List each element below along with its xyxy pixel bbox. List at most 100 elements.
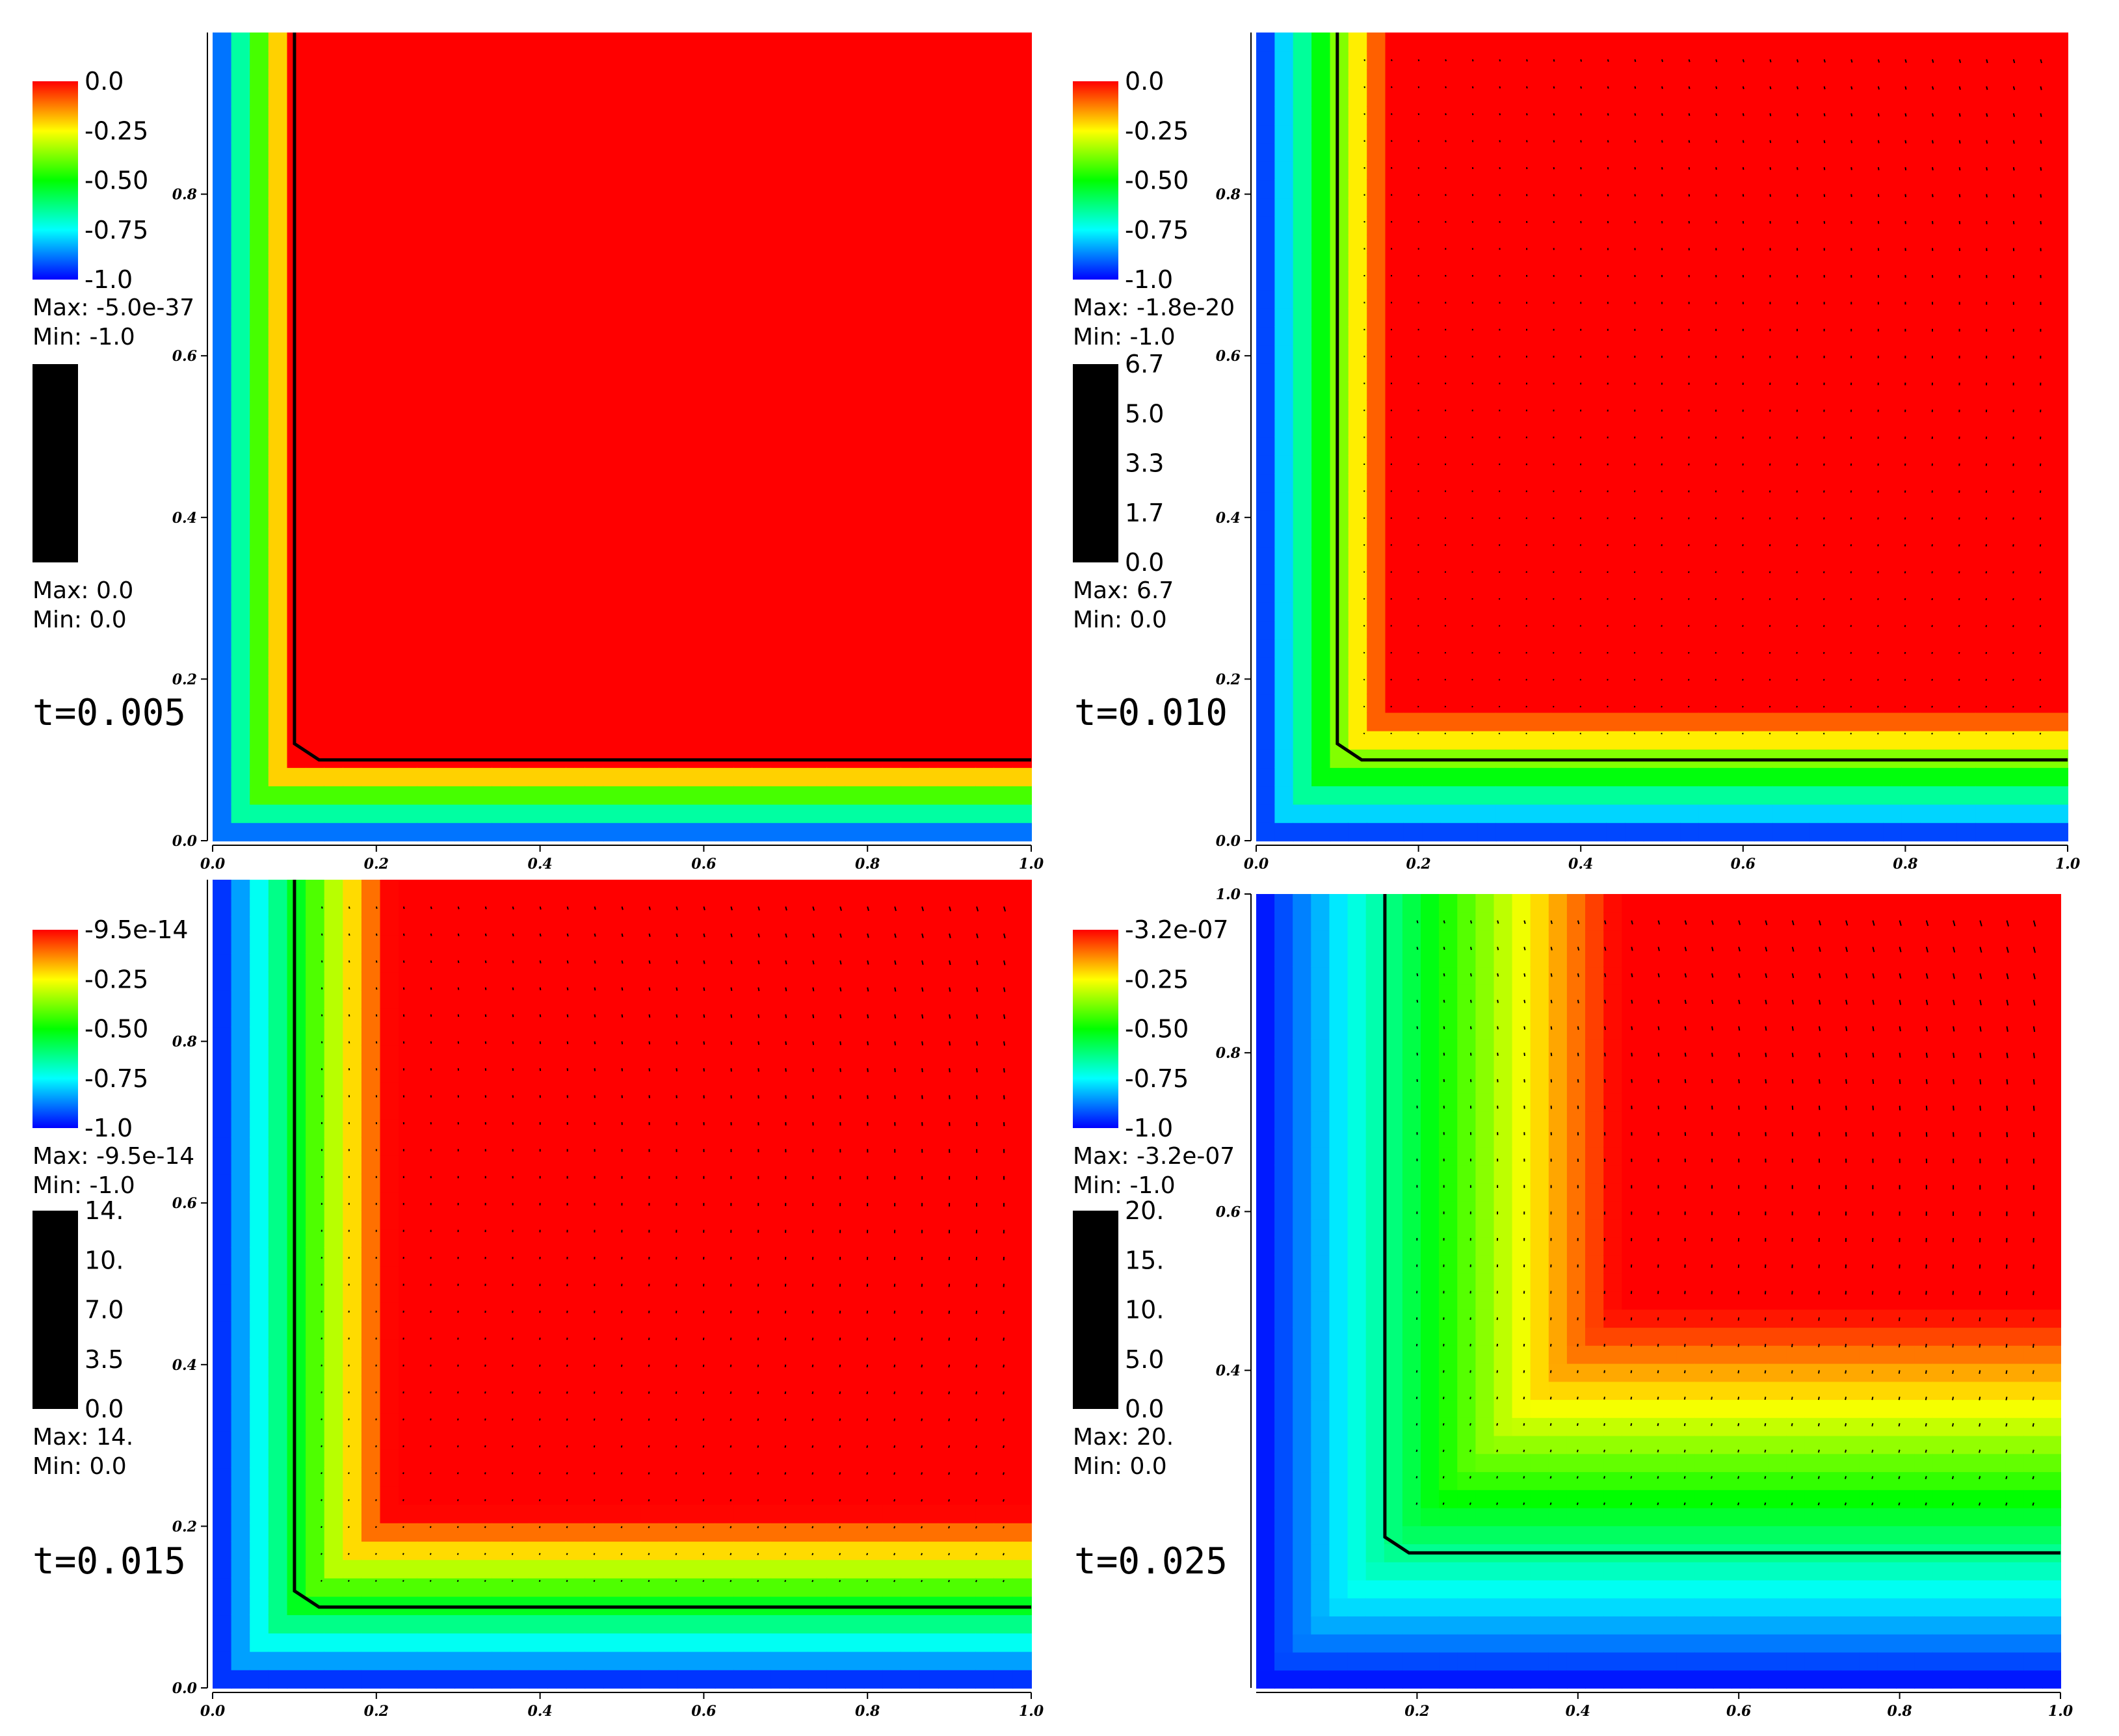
vector-tick-label: 5.0 [1125, 399, 1164, 428]
velocity-arrows [320, 906, 1007, 1583]
colorbar-tick-label: -0.75 [1125, 216, 1189, 244]
x-tick-label: 0.8 [855, 1703, 880, 1720]
scalar-max-label: Max: -5.0e-37 [33, 295, 194, 321]
time-label: t=0.010 [1074, 692, 1228, 734]
y-tick-label: 0.8 [1216, 187, 1241, 204]
interface-contour [293, 33, 1031, 762]
x-tick-label: 0.2 [364, 1703, 389, 1720]
vector-tick-label: 1.7 [1125, 499, 1164, 527]
x-tick-label: 0.0 [1244, 856, 1269, 873]
scalar-min-label: Min: -1.0 [33, 324, 135, 350]
colorbar-tick-label: 0.0 [1125, 67, 1164, 96]
x-tick-label: 0.6 [1731, 856, 1756, 873]
vector-tick-label: 20. [1125, 1196, 1164, 1225]
vector-tick-label: 15. [1125, 1246, 1164, 1274]
vector-tick-label: 3.3 [1125, 449, 1164, 478]
y-tick-label: 0.6 [172, 1195, 197, 1212]
x-tick-label: 0.6 [691, 856, 716, 873]
colorbar-tick-label: -1.0 [85, 265, 133, 294]
x-tick-label: 0.8 [1893, 856, 1917, 873]
scalar-max-label: Max: -1.8e-20 [1073, 295, 1235, 321]
x-tick-label: 0.4 [527, 1703, 552, 1720]
vector-min-label: Min: 0.0 [33, 607, 127, 633]
time-label: t=0.025 [1074, 1540, 1228, 1583]
y-tick-label: 0.8 [172, 187, 197, 204]
colorbar-tick-label: -0.50 [85, 166, 148, 195]
vector-tick-label: 0.0 [1125, 548, 1164, 577]
x-axis: 0.2 0.4 0.6 0.8 1.0 [1256, 1692, 2073, 1720]
heatmap-field [1256, 894, 2061, 1689]
x-tick-label: 1.0 [2048, 1703, 2073, 1720]
colorbar-tick-label: -0.75 [85, 216, 148, 244]
y-tick-label: 0.2 [172, 1518, 197, 1535]
scalar-min-label: Min: -1.0 [33, 1172, 135, 1199]
time-label: t=0.005 [33, 692, 186, 734]
colorbar-tick-label: -0.25 [1125, 116, 1189, 145]
y-tick-label: 0.0 [172, 1680, 198, 1697]
interface-contour [1336, 33, 2068, 762]
vector-tick-label: 3.5 [85, 1345, 124, 1374]
y-tick-label: 0.6 [1216, 1203, 1241, 1220]
velocity-arrows [1363, 59, 2042, 735]
colorbar-tick-label: -0.50 [1125, 1015, 1189, 1044]
scalar-min-label: Min: -1.0 [1073, 1172, 1176, 1199]
interface-contour [1383, 894, 2060, 1555]
colorbar-tick-label: -0.25 [1125, 965, 1189, 993]
y-tick-label: 0.4 [1216, 510, 1241, 527]
x-tick-label: 0.2 [1404, 1703, 1429, 1720]
vector-min-label: Min: 0.0 [1073, 607, 1167, 633]
y-tick-label: 0.0 [172, 833, 198, 850]
x-tick-label: 0.2 [364, 856, 389, 873]
scalar-max-label: Max: -3.2e-07 [1073, 1143, 1235, 1170]
y-tick-label: 0.8 [172, 1034, 197, 1051]
y-axis: 0.0 0.2 0.4 0.6 0.8 [172, 880, 208, 1697]
colorbar-tick-label: -0.50 [1125, 166, 1189, 195]
panel-3: 0.0 0.2 0.4 0.6 0.8 1.00.00.20.40.60.8-9.5e-1… [33, 880, 1044, 1720]
vector-max-label: Max: 14. [33, 1424, 133, 1451]
x-tick-label: 0.4 [1568, 856, 1593, 873]
y-tick-label: 0.4 [172, 510, 197, 527]
vector-tick-label: 0.0 [1125, 1395, 1164, 1423]
y-tick-label: 0.6 [172, 348, 197, 365]
x-tick-label: 0.0 [200, 856, 226, 873]
vector-colorbar: Max: 0.0 Min: 0.0 [33, 364, 133, 633]
time-label: t=0.015 [33, 1540, 186, 1583]
colorbar-tick-label: 0.0 [85, 67, 124, 96]
panel-1: 0.0 0.2 0.4 0.6 0.8 1.0 0.0 0.2 0.4 0.6 0.8 0.0 -0.2… [33, 33, 1044, 873]
x-tick-label: 0.2 [1406, 856, 1430, 873]
interface-contour [293, 880, 1031, 1609]
y-tick-label: 0.2 [172, 671, 197, 688]
x-tick-label: 0.4 [1566, 1703, 1590, 1720]
y-tick-label: 0.2 [1216, 671, 1241, 688]
y-axis: 0.4 0.6 0.8 1.0 [1216, 886, 1252, 1688]
colorbar-tick-label: -0.25 [85, 116, 148, 145]
y-tick-label: 0.0 [1216, 833, 1241, 850]
x-tick-label: 1.0 [1019, 856, 1044, 873]
x-axis: 0.0 0.2 0.4 0.6 0.8 1.0 [1244, 845, 2081, 873]
colorbar-tick-label: -1.0 [1125, 1114, 1173, 1142]
vector-tick-label: 10. [1125, 1296, 1164, 1324]
vector-tick-label: 7.0 [85, 1296, 124, 1324]
y-tick-label: 1.0 [1216, 886, 1241, 903]
velocity-arrows [1415, 920, 2036, 1506]
colorbar-tick-label: -0.75 [1125, 1064, 1189, 1093]
colorbar-tick-label: -0.75 [85, 1064, 148, 1093]
x-tick-label: 0.8 [1887, 1703, 1912, 1720]
x-tick-label: 0.8 [855, 856, 880, 873]
vector-min-label: Min: 0.0 [33, 1453, 127, 1480]
colorbar-tick-label: -0.50 [85, 1015, 148, 1044]
x-tick-label: 0.4 [527, 856, 552, 873]
x-tick-label: 1.0 [2055, 856, 2081, 873]
y-axis: 0.0 0.2 0.4 0.6 0.8 [172, 33, 208, 850]
vector-tick-label: 10. [85, 1246, 124, 1274]
vector-tick-label: 5.0 [1125, 1345, 1164, 1374]
vector-tick-label: 0.0 [85, 1395, 124, 1423]
colorbar-tick-label: -3.2e-07 [1125, 915, 1229, 944]
